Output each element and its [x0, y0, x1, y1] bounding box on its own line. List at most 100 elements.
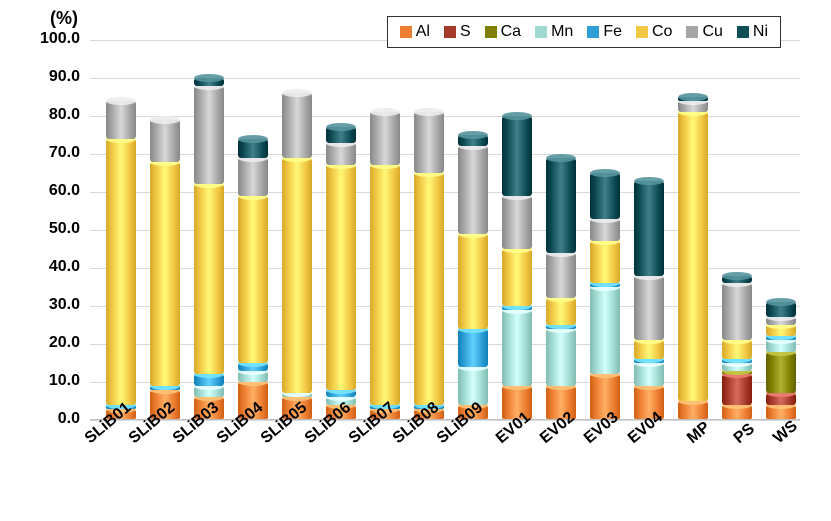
legend-item-fe: Fe [587, 23, 622, 41]
bar-segment-fe [590, 283, 620, 287]
legend-label: Mn [551, 23, 573, 41]
bar-segment-fe [150, 386, 180, 390]
bar-segment-fe [238, 363, 268, 371]
y-tick-label: 100.0 [0, 30, 80, 48]
bar-segment-mn [722, 363, 752, 371]
bar-ws [766, 40, 796, 420]
legend-label: Fe [603, 23, 622, 41]
bar-segment-co [634, 340, 664, 359]
s-swatch [444, 26, 456, 38]
bar-segment-ni [678, 97, 708, 101]
mn-swatch [535, 26, 547, 38]
legend-label: Cu [702, 23, 722, 41]
bar-segment-mn [238, 371, 268, 382]
bar-segment-s [722, 374, 752, 404]
x-tick-label: WS [770, 417, 801, 447]
bar-segment-co [106, 139, 136, 405]
bar-segment-ni [238, 139, 268, 158]
bar-segment-fe [326, 390, 356, 398]
x-tick-label: PS [731, 420, 759, 448]
bar-slib04 [238, 40, 268, 420]
legend-item-al: Al [400, 23, 430, 41]
bar-segment-cu [546, 253, 576, 299]
stacked-bar-chart: (%) 0.010.020.030.040.050.060.070.080.09… [0, 0, 831, 521]
bar-slib01 [106, 40, 136, 420]
bar-slib03 [194, 40, 224, 420]
y-tick-label: 60.0 [0, 182, 80, 200]
bar-segment-co [590, 241, 620, 283]
bar-segment-co [414, 173, 444, 405]
bar-segment-al [722, 405, 752, 420]
bar-segment-cu [590, 219, 620, 242]
y-tick-label: 50.0 [0, 220, 80, 238]
bar-segment-mn [282, 393, 312, 397]
legend-label: S [460, 23, 471, 41]
bar-segment-ni [546, 158, 576, 253]
bar-segment-fe [502, 306, 532, 310]
bar-segment-cu [106, 101, 136, 139]
bar-segment-cu [634, 276, 664, 341]
legend-item-ni: Ni [737, 23, 768, 41]
bar-segment-ni [766, 302, 796, 317]
co-swatch [636, 26, 648, 38]
bar-ev03 [590, 40, 620, 420]
cu-swatch [686, 26, 698, 38]
bar-segment-co [326, 165, 356, 389]
bar-segment-s [766, 393, 796, 404]
bar-slib02 [150, 40, 180, 420]
legend-item-ca: Ca [485, 23, 521, 41]
bar-segment-ni [502, 116, 532, 196]
x-tick-label: MP [684, 419, 714, 448]
bar-segment-ni [326, 127, 356, 142]
y-tick-label: 0.0 [0, 410, 80, 428]
bar-segment-co [370, 165, 400, 404]
bar-mp [678, 40, 708, 420]
bar-segment-al [678, 401, 708, 420]
bar-segment-ni [458, 135, 488, 146]
bar-ps [722, 40, 752, 420]
ca-swatch [485, 26, 497, 38]
bar-ev04 [634, 40, 664, 420]
bar-segment-co [678, 112, 708, 401]
bars [90, 40, 800, 420]
y-tick-label: 40.0 [0, 258, 80, 276]
y-tick-label: 30.0 [0, 296, 80, 314]
bar-segment-cu [326, 143, 356, 166]
bar-slib09 [458, 40, 488, 420]
bar-segment-cu [766, 317, 796, 325]
y-axis-unit: (%) [50, 8, 78, 29]
bar-segment-co [194, 184, 224, 374]
bar-segment-cu [194, 86, 224, 185]
bar-segment-fe [546, 325, 576, 329]
legend-item-mn: Mn [535, 23, 573, 41]
bar-segment-mn [502, 310, 532, 386]
y-tick-label: 80.0 [0, 106, 80, 124]
legend-label: Al [416, 23, 430, 41]
bar-segment-co [546, 298, 576, 325]
bar-segment-co [458, 234, 488, 329]
legend-label: Ca [501, 23, 521, 41]
bar-slib05 [282, 40, 312, 420]
bar-segment-mn [590, 287, 620, 374]
al-swatch [400, 26, 412, 38]
legend: Al S Ca Mn Fe Co Cu Ni [387, 16, 781, 48]
bar-segment-cu [238, 158, 268, 196]
y-tick-label: 90.0 [0, 68, 80, 86]
bar-segment-mn [634, 363, 664, 386]
legend-item-cu: Cu [686, 23, 722, 41]
bar-ev01 [502, 40, 532, 420]
bar-segment-co [238, 196, 268, 363]
bar-segment-ni [194, 78, 224, 86]
bar-segment-fe [722, 359, 752, 363]
bar-segment-cu [150, 120, 180, 162]
bar-segment-mn [458, 367, 488, 405]
bar-segment-ni [590, 173, 620, 219]
legend-label: Co [652, 23, 672, 41]
bar-segment-fe [458, 329, 488, 367]
y-tick-label: 10.0 [0, 372, 80, 390]
bar-segment-cu [458, 146, 488, 233]
bar-segment-ca [766, 352, 796, 394]
bar-segment-cu [414, 112, 444, 173]
bar-slib07 [370, 40, 400, 420]
bar-segment-ni [634, 181, 664, 276]
